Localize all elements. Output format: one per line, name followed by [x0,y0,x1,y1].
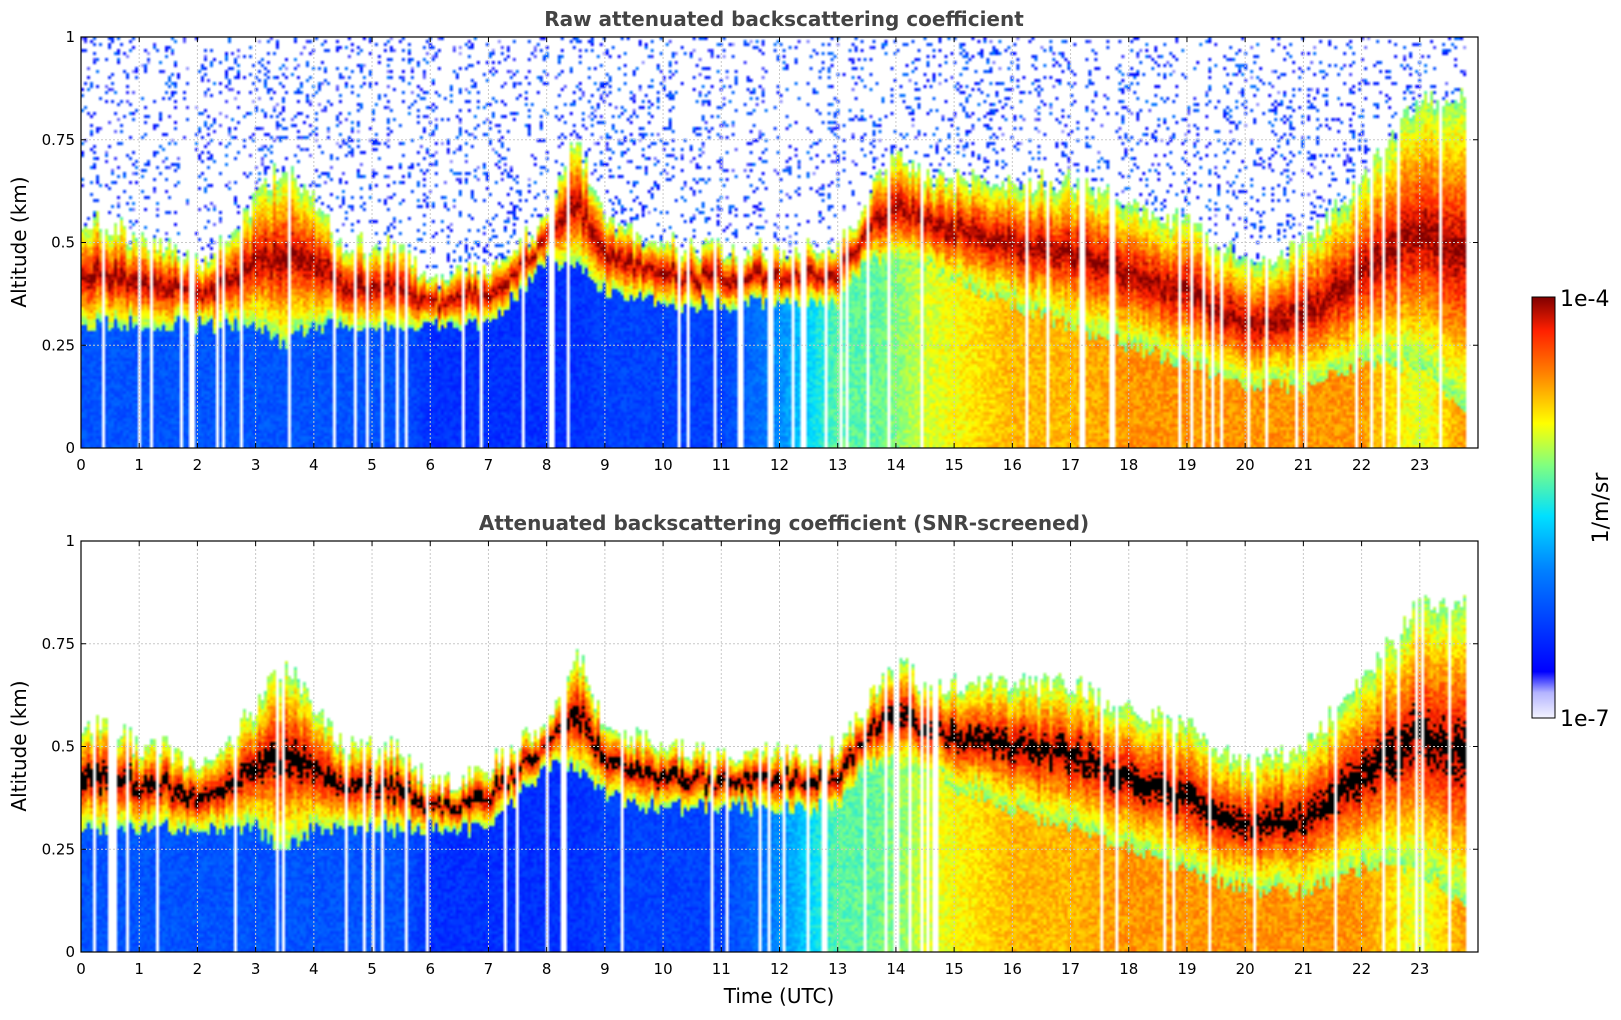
x-tick-label: 8 [542,456,552,474]
x-tick-label: 13 [828,960,847,978]
x-tick-label: 18 [1119,456,1138,474]
x-tick-label: 0 [76,456,86,474]
colorbar-min-label: 1e-7 [1560,707,1609,732]
y-tick-label: 1 [65,28,75,46]
colorbar-scale [1531,296,1556,719]
x-tick-label: 22 [1352,960,1371,978]
x-tick-label: 16 [1003,456,1022,474]
panel-2-title: Attenuated backscattering coefficient (S… [479,511,1089,535]
panel-2-y-ticks: 0 0.25 0.5 0.75 1 [42,532,1478,961]
x-tick-label: 9 [600,960,610,978]
x-tick-label: 7 [484,960,494,978]
y-tick-label: 0.5 [51,738,75,756]
x-tick-label: 3 [251,960,261,978]
x-tick-label: 20 [1236,456,1255,474]
x-tick-label: 17 [1061,960,1080,978]
x-tick-label: 22 [1352,456,1371,474]
panel-1-y-ticks: 0 0.25 0.5 0.75 1 [42,28,1478,457]
x-tick-label: 9 [600,456,610,474]
raw-backscatter-panel: Raw attenuated backscattering coefficien… [7,7,1479,474]
x-axis-label: Time (UTC) [723,984,835,1008]
panel-1-grid [81,37,1478,448]
x-tick-label: 8 [542,960,552,978]
y-tick-label: 0.75 [42,131,75,149]
x-tick-label: 6 [425,456,435,474]
x-tick-label: 11 [712,456,731,474]
x-tick-label: 15 [945,456,964,474]
x-tick-label: 1 [134,456,144,474]
x-tick-label: 10 [654,960,673,978]
y-tick-label: 1 [65,532,75,550]
y-tick-label: 0 [65,943,75,961]
x-tick-label: 23 [1410,960,1429,978]
x-tick-label: 0 [76,960,86,978]
x-tick-label: 20 [1236,960,1255,978]
y-tick-label: 0.75 [42,635,75,653]
x-tick-label: 14 [886,456,905,474]
x-tick-label: 4 [309,456,319,474]
panel-2-grid [81,541,1478,952]
x-tick-label: 18 [1119,960,1138,978]
x-tick-label: 7 [484,456,494,474]
panel-1-title: Raw attenuated backscattering coefficien… [544,7,1024,31]
x-tick-label: 2 [193,456,203,474]
colorbar-max-label: 1e-4 [1560,287,1609,312]
x-tick-label: 12 [770,456,789,474]
panel-2-x-ticks: 0 1 2 3 4 5 6 7 8 9 10 11 12 13 14 15 16 17 18 19 20 21 22 23 [76,541,1429,978]
colorbar-unit-label: 1/m/sr [1589,472,1614,544]
x-tick-label: 19 [1177,456,1196,474]
x-tick-label: 3 [251,456,261,474]
x-tick-label: 17 [1061,456,1080,474]
x-tick-label: 11 [712,960,731,978]
x-tick-label: 14 [886,960,905,978]
x-tick-label: 23 [1410,456,1429,474]
x-tick-label: 16 [1003,960,1022,978]
panel-2-y-axis-label: Altitude (km) [7,680,31,811]
y-tick-label: 0.5 [51,234,75,252]
y-tick-label: 0 [65,439,75,457]
colorbar: 1e-4 1e-7 1/m/sr [1531,287,1614,732]
x-tick-label: 21 [1294,456,1313,474]
x-tick-label: 6 [425,960,435,978]
x-tick-label: 19 [1177,960,1196,978]
x-tick-label: 15 [945,960,964,978]
y-tick-label: 0.25 [42,840,75,858]
x-tick-label: 4 [309,960,319,978]
x-tick-label: 21 [1294,960,1313,978]
x-tick-label: 1 [134,960,144,978]
x-tick-label: 12 [770,960,789,978]
panel-1-y-axis-label: Altitude (km) [7,176,31,307]
panel-1-x-ticks: 0 1 2 3 4 5 6 7 8 9 10 11 12 13 14 15 16 17 18 19 20 21 22 23 [76,37,1429,474]
x-tick-label: 10 [654,456,673,474]
x-tick-label: 5 [367,456,377,474]
x-tick-label: 13 [828,456,847,474]
y-tick-label: 0.25 [42,336,75,354]
x-tick-label: 2 [193,960,203,978]
x-tick-label: 5 [367,960,377,978]
snr-screened-panel: Attenuated backscattering coefficient (S… [7,511,1479,1008]
